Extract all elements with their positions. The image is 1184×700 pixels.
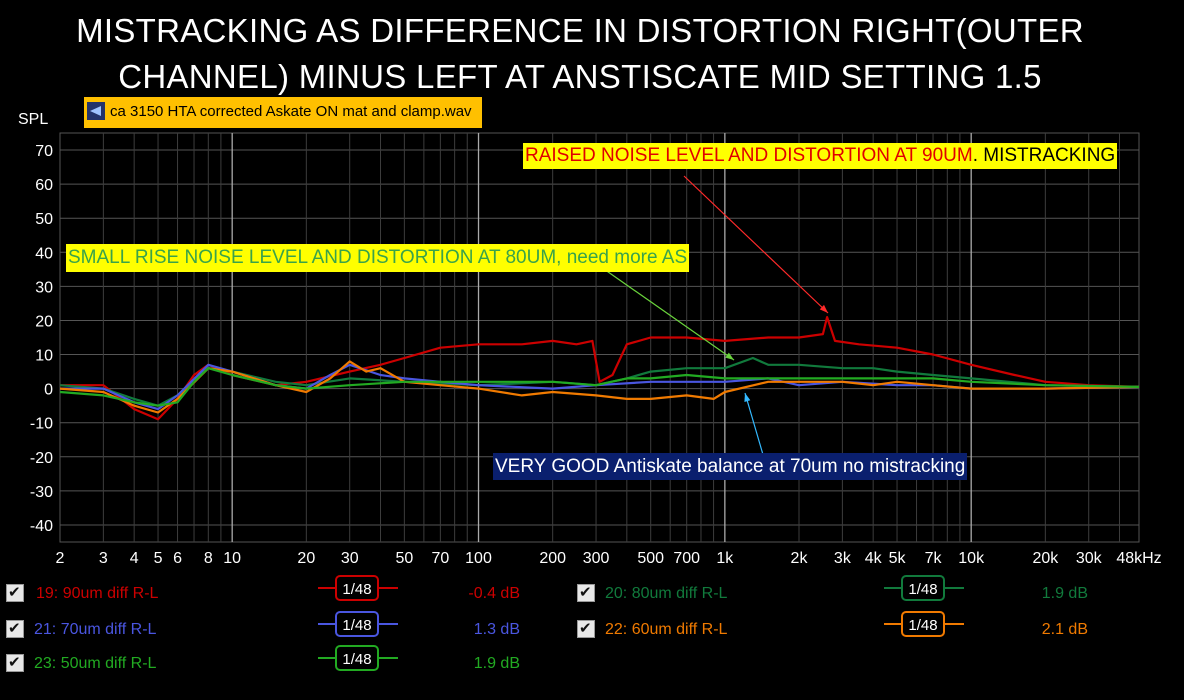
annotation-arrow-80um-head <box>725 352 734 360</box>
y-tick-label: -20 <box>30 450 53 467</box>
checkbox-60um[interactable] <box>577 619 595 638</box>
legend-name-60um: 22: 60um diff R-L <box>605 621 728 638</box>
legend-value-50um: 1.9 dB <box>473 655 520 672</box>
y-tick-label: 40 <box>35 245 53 262</box>
x-tick-label: 700 <box>673 550 700 567</box>
y-tick-label: 60 <box>35 177 53 194</box>
x-tick-label: 50 <box>395 550 413 567</box>
smoothing-label-70um: 1/48 <box>342 617 371 634</box>
legend-value-80um: 1.9 dB <box>1041 585 1088 602</box>
x-tick-label: 8 <box>204 550 213 567</box>
checkbox-50um[interactable] <box>6 653 24 672</box>
annotation-90um: RAISED NOISE LEVEL AND DISTORTION AT 90U… <box>523 143 1118 169</box>
x-tick-label: 5 <box>154 550 163 567</box>
x-tick-label: 300 <box>583 550 610 567</box>
annotation-arrow-90um <box>683 175 829 314</box>
y-tick-label: -40 <box>30 518 53 535</box>
legend-name-50um: 23: 50um diff R-L <box>34 655 157 672</box>
smoothing-label-60um: 1/48 <box>908 617 937 634</box>
x-tick-label: 100 <box>465 550 492 567</box>
x-tick-label: 10 <box>223 550 241 567</box>
x-tick-label: 20k <box>1032 550 1059 567</box>
smoothing-badge-50um[interactable]: 1/48 <box>318 643 398 673</box>
x-tick-label: 200 <box>539 550 566 567</box>
y-axis-label: SPL <box>18 111 48 128</box>
smoothing-label-50um: 1/48 <box>342 651 371 668</box>
x-tick-label: 10k <box>958 550 985 567</box>
y-tick-label: 10 <box>35 348 53 365</box>
legend-name-70um: 21: 70um diff R-L <box>34 621 157 638</box>
series-line-2 <box>60 363 1140 411</box>
chart-title-line1: MISTRACKING AS DIFFERENCE IN DISTORTION … <box>76 12 1084 49</box>
x-tick-label: 7k <box>925 550 943 567</box>
smoothing-label-90um: 1/48 <box>342 581 371 598</box>
x-tick-label: 6 <box>173 550 182 567</box>
y-tick-label: -10 <box>30 416 53 433</box>
legend-value-60um: 2.1 dB <box>1041 621 1088 638</box>
annotation-90um-red-text: RAISED NOISE LEVEL AND DISTORTION AT 90U… <box>525 145 973 166</box>
y-tick-label: 0 <box>44 382 53 399</box>
x-tick-label: 2 <box>56 550 65 567</box>
legend-name-80um: 20: 80um diff R-L <box>605 585 728 602</box>
checkbox-90um[interactable] <box>6 583 24 602</box>
x-tick-label: 20 <box>297 550 315 567</box>
series-line-4 <box>59 367 1140 407</box>
annotation-70um: VERY GOOD Antiskate balance at 70um no m… <box>493 453 968 480</box>
x-tick-label: 500 <box>637 550 664 567</box>
smoothing-badge-90um[interactable]: 1/48 <box>318 573 398 603</box>
file-name-bar[interactable]: ca 3150 HTA corrected Askate ON mat and … <box>84 97 482 128</box>
y-tick-label: 20 <box>35 313 53 330</box>
y-tick-label: 30 <box>35 279 53 296</box>
y-tick-label: 70 <box>35 143 53 160</box>
x-tick-label: 30k <box>1076 550 1103 567</box>
x-tick-label: 3k <box>834 550 852 567</box>
annotation-90um-black-text: . MISTRACKING <box>972 145 1116 166</box>
x-tick-label: 70 <box>431 550 449 567</box>
chart-title-line2: CHANNEL) MINUS LEFT AT ANSTISCATE MID SE… <box>118 58 1042 95</box>
checkbox-70um[interactable] <box>6 619 24 638</box>
file-name: ca 3150 HTA corrected Askate ON mat and … <box>110 103 472 120</box>
x-tick-label: 4k <box>865 550 883 567</box>
y-tick-label: -30 <box>30 484 53 501</box>
audio-file-icon <box>87 102 105 120</box>
plot-area <box>59 132 1140 543</box>
annotation-arrow-80um <box>600 266 735 361</box>
annotation-arrow-70um-head <box>744 393 751 402</box>
smoothing-label-80um: 1/48 <box>908 581 937 598</box>
x-tick-label: 4 <box>130 550 139 567</box>
x-tick-label: 3 <box>99 550 108 567</box>
x-tick-label: 30 <box>341 550 359 567</box>
smoothing-badge-80um[interactable]: 1/48 <box>884 573 964 603</box>
legend-value-90um: -0.4 dB <box>468 585 520 602</box>
checkbox-80um[interactable] <box>577 583 595 602</box>
legend-name-90um: 19: 90um diff R-L <box>36 585 159 602</box>
smoothing-badge-60um[interactable]: 1/48 <box>884 609 964 639</box>
annotation-80um: SMALL RISE NOISE LEVEL AND DISTORTION AT… <box>66 244 690 272</box>
x-tick-label: 48kHz <box>1116 550 1161 567</box>
legend-value-70um: 1.3 dB <box>473 621 520 638</box>
x-tick-label: 2k <box>791 550 809 567</box>
x-tick-label: 5k <box>889 550 907 567</box>
y-tick-label: 50 <box>35 211 53 228</box>
x-tick-label: 1k <box>716 550 734 567</box>
annotation-arrow-90um-head <box>819 304 828 313</box>
smoothing-badge-70um[interactable]: 1/48 <box>318 609 398 639</box>
annotation-arrow-70um <box>744 392 765 459</box>
